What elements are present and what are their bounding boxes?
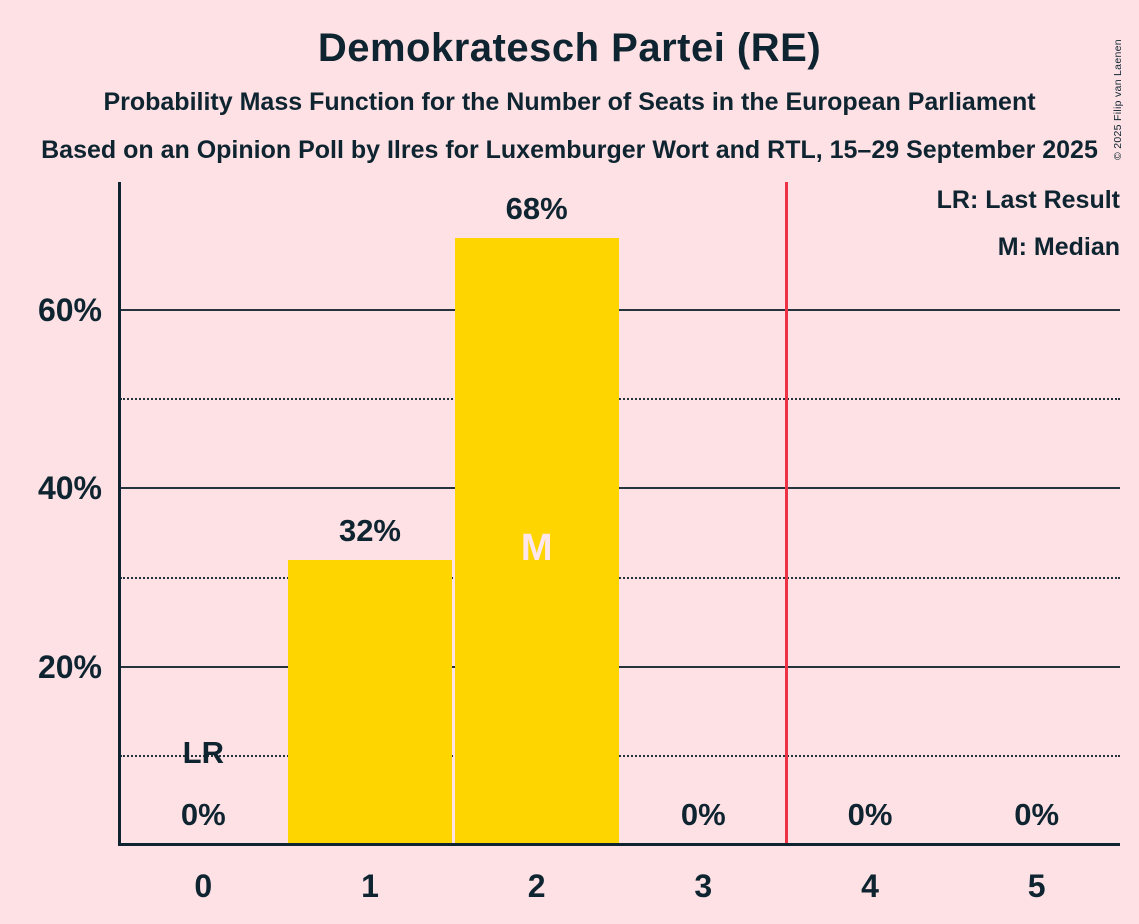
x-tick-label-4: 4 bbox=[861, 868, 879, 904]
legend-last-result: LR: Last Result bbox=[936, 186, 1120, 214]
chart-title: Demokratesch Partei (RE) bbox=[317, 26, 822, 70]
bar-value-label-1: 32% bbox=[338, 512, 401, 548]
y-tick-label-60pct: 60% bbox=[37, 291, 102, 328]
gridline-minor-50pct bbox=[120, 398, 1120, 401]
majority-threshold-line bbox=[785, 182, 789, 845]
bar-value-label-3: 0% bbox=[680, 797, 726, 832]
bar-value-label-2: 68% bbox=[505, 191, 568, 227]
x-tick-label-2: 2 bbox=[527, 868, 546, 904]
gridline-minor-30pct bbox=[120, 576, 1120, 579]
bar-seats-2 bbox=[454, 238, 619, 845]
y-tick-label-40pct: 40% bbox=[37, 470, 102, 507]
y-axis-line bbox=[118, 182, 121, 845]
gridline-major-40pct bbox=[120, 487, 1120, 490]
bar-value-label-5: 0% bbox=[1014, 797, 1060, 832]
x-tick-label-3: 3 bbox=[694, 868, 713, 904]
last-result-marker: LR bbox=[182, 735, 224, 770]
bar-value-label-4: 0% bbox=[847, 797, 893, 832]
chart-source-line: Based on an Opinion Poll by Ilres for Lu… bbox=[41, 136, 1098, 164]
gridline-major-60pct bbox=[120, 309, 1120, 312]
chart-subtitle: Probability Mass Function for the Number… bbox=[103, 88, 1036, 116]
x-tick-label-1: 1 bbox=[361, 868, 379, 904]
median-marker: M bbox=[520, 527, 553, 569]
x-tick-label-5: 5 bbox=[1027, 868, 1046, 904]
bar-seats-1 bbox=[288, 559, 452, 845]
x-axis-line bbox=[118, 843, 1120, 846]
gridline-major-20pct bbox=[120, 665, 1120, 668]
bar-value-label-0: 0% bbox=[180, 797, 226, 832]
copyright-notice: © 2025 Filip van Laenen bbox=[1112, 39, 1124, 160]
plot-area: 0% 32% 68% 0% 0% 0% LR M bbox=[118, 182, 1120, 846]
gridline-minor-10pct bbox=[120, 755, 1120, 758]
x-tick-label-0: 0 bbox=[194, 868, 213, 904]
legend-median: M: Median bbox=[997, 233, 1120, 261]
y-tick-label-20pct: 20% bbox=[37, 648, 102, 685]
